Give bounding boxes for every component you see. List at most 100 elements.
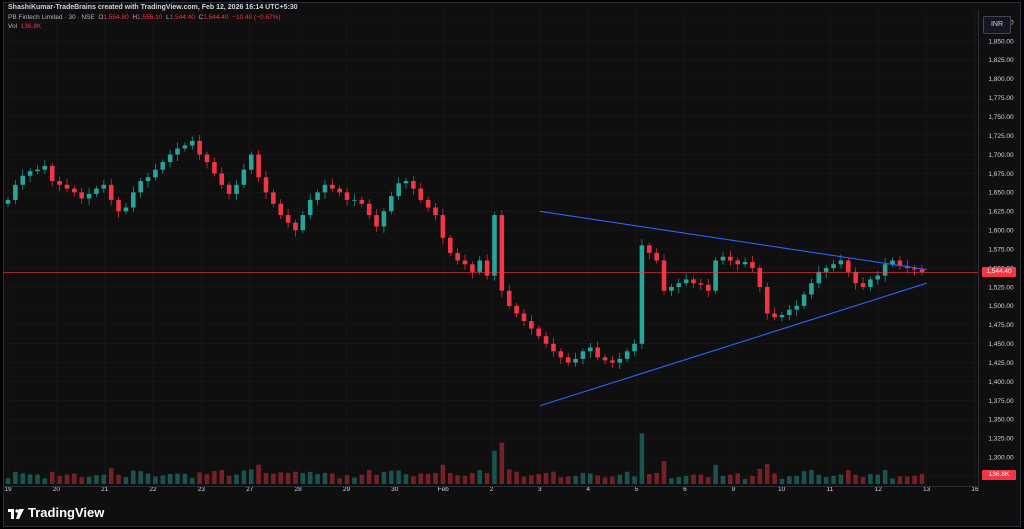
ohlc-open: 1,554.80 (103, 14, 129, 21)
x-tick-label: 21 (101, 486, 109, 493)
candle-body (263, 177, 269, 193)
candle-body (794, 305, 799, 310)
candle-body (344, 192, 350, 200)
candle-body (160, 162, 166, 170)
y-tick-label: 1,500.00 (988, 303, 1014, 310)
volume-bar (816, 474, 822, 484)
brand[interactable]: TradingView (8, 505, 104, 520)
candle-body (735, 260, 741, 265)
candle-body (322, 184, 328, 193)
candle-body (440, 215, 446, 238)
ohlc-o-label: O (98, 14, 104, 21)
volume-bar (919, 473, 925, 484)
volume-tag: 136.8K (982, 470, 1016, 480)
candle-body (462, 260, 468, 265)
currency-button[interactable]: INR (983, 16, 1011, 34)
volume-bar (35, 474, 40, 484)
candle-body (241, 169, 247, 185)
volume-bar (624, 471, 630, 484)
volume-bar (330, 473, 335, 484)
volume-bar (602, 477, 608, 484)
volume-bar (831, 475, 836, 484)
volume-bar (212, 471, 217, 484)
volume-bar (787, 476, 792, 484)
volume-bar (617, 474, 623, 484)
volume-bar (477, 469, 483, 484)
volume-bar (492, 450, 497, 484)
candle-body (182, 145, 188, 149)
volume-bar (359, 474, 365, 484)
symbol-line: PB Fintech Limited · 30 · NSE (8, 14, 95, 21)
candle-body (529, 321, 534, 329)
volume-bar (639, 433, 645, 484)
candle-body (506, 290, 512, 306)
volume-bar (219, 469, 225, 484)
volume-bar (366, 469, 372, 484)
candle-body (315, 192, 320, 200)
candle-body (801, 294, 807, 306)
volume-bar (167, 474, 173, 484)
volume-bar (462, 475, 468, 484)
y-tick-label: 1,450.00 (988, 341, 1014, 348)
candle-body (123, 207, 129, 212)
volume-bar (79, 477, 84, 484)
candle-body (809, 283, 814, 295)
y-tick-label: 1,650.00 (988, 190, 1014, 197)
candle-body (882, 264, 888, 276)
volume-bar (145, 473, 151, 484)
candle-body (42, 165, 48, 170)
brand-name: TradingView (28, 505, 105, 520)
candle-body (919, 269, 925, 273)
candle-body (742, 262, 748, 265)
volume-bar (838, 474, 844, 484)
candle-body (101, 184, 107, 189)
volume-bar (772, 473, 777, 484)
volume-bar (352, 477, 357, 484)
volume-bar (890, 478, 895, 484)
volume-bar (189, 477, 195, 484)
volume-bar (521, 476, 527, 484)
volume-bar (86, 476, 92, 484)
volume-bar (197, 472, 202, 484)
candle-body (499, 215, 505, 291)
y-tick-label: 1,750.00 (988, 114, 1014, 121)
candle-body (580, 351, 586, 359)
volume-bar (875, 474, 881, 484)
x-tick-label: 9 (731, 486, 735, 493)
volume-bar (182, 473, 188, 484)
candle-body (691, 279, 696, 284)
candle-body (337, 188, 342, 193)
y-tick-label: 1,700.00 (988, 152, 1014, 159)
candle-body (293, 222, 298, 231)
y-tick-label: 1,775.00 (988, 95, 1014, 102)
volume-bar (418, 473, 424, 484)
x-tick-label: 3 (538, 486, 542, 493)
candle-body (86, 193, 92, 199)
candle-body (521, 313, 527, 322)
candle-body (764, 286, 770, 314)
x-tick-label: 28 (294, 486, 302, 493)
volume-bar (484, 473, 490, 484)
x-tick-label: 30 (391, 486, 399, 493)
candle-body (860, 283, 866, 287)
candle-body (300, 215, 306, 231)
candle-body (396, 183, 401, 197)
volume-bar (403, 474, 409, 484)
candle-body (20, 175, 26, 185)
x-tick-label: 23 (198, 486, 206, 493)
volume-bars (5, 433, 925, 484)
volume-bar (713, 464, 718, 484)
candle-body (94, 188, 99, 194)
y-tick-label: 1,400.00 (988, 379, 1014, 386)
candle-body (226, 184, 232, 194)
candle-body (698, 283, 704, 285)
candles (5, 134, 925, 370)
candle-body (366, 203, 372, 216)
candle-body (720, 256, 726, 261)
candle-body (204, 154, 210, 163)
candle-body (72, 188, 77, 193)
y-tick-label: 1,375.00 (988, 398, 1014, 405)
volume-bar (779, 478, 785, 484)
volume-bar (595, 475, 600, 484)
